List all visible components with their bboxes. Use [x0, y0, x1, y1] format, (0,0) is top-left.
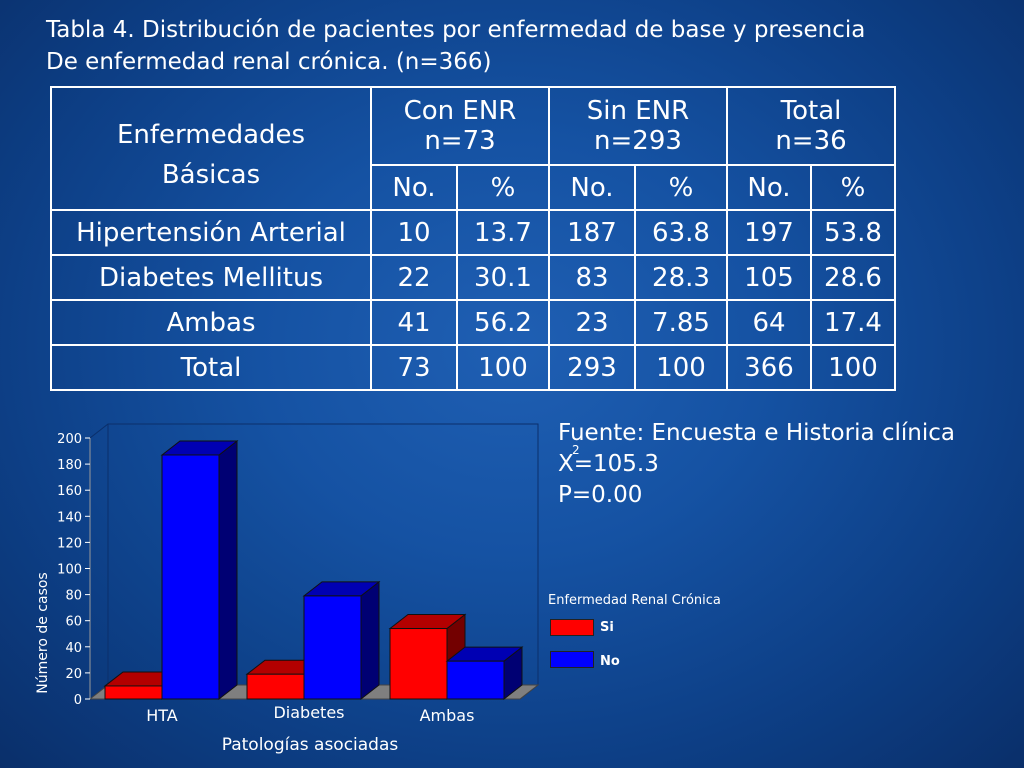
group-header-sin-enr: Sin ENR n=293 [548, 86, 728, 166]
table-row: Hipertensión Arterial 10 13.7 187 63.8 1… [50, 209, 896, 256]
bar-series [103, 439, 524, 701]
category-label: Diabetes [273, 703, 344, 722]
x-axis-label: Patologías asociadas [222, 735, 399, 755]
chi-square-superscript: 2 [572, 443, 580, 457]
corner-header: Enfermedades Básicas [50, 86, 372, 211]
category-label: Ambas [420, 706, 475, 725]
table-cell: 10 [370, 209, 458, 256]
table-cell: 105 [726, 254, 812, 301]
bar [445, 646, 524, 701]
bar-front [303, 595, 362, 700]
subheader-cell: % [456, 164, 550, 211]
y-axis: 0 20 40 60 80 100 120 140 160 180 200 [57, 432, 91, 708]
y-axis-label: Número de casos [35, 572, 51, 693]
table-cell: 293 [548, 344, 636, 391]
table-cell: 30.1 [456, 254, 550, 301]
subheader-cell: % [634, 164, 728, 211]
y-tick-label: 40 [65, 641, 82, 656]
table-cell: 187 [548, 209, 636, 256]
category-label: HTA [146, 706, 178, 725]
group-label: Sin ENR [586, 96, 690, 126]
y-tick-label: 100 [57, 563, 82, 578]
p-value-line: P=0.00 [558, 482, 643, 508]
bar-front [446, 660, 505, 700]
table-cell: 100 [810, 344, 896, 391]
bar-front [161, 454, 220, 700]
table-cell: 17.4 [810, 299, 896, 346]
corner-line-2: Básicas [161, 159, 261, 190]
y-tick-label: 160 [57, 484, 82, 499]
table-cell: 22 [370, 254, 458, 301]
y-tick-label: 60 [65, 615, 82, 630]
group-n: n=36 [775, 126, 847, 156]
subheader-cell: No. [370, 164, 458, 211]
table-cell: 28.6 [810, 254, 896, 301]
y-tick-label: 200 [57, 432, 82, 447]
row-label: Total [50, 344, 372, 391]
table-cell: 56.2 [456, 299, 550, 346]
table-cell: 83 [548, 254, 636, 301]
table-cell: 7.85 [634, 299, 728, 346]
table-row: Diabetes Mellitus 22 30.1 83 28.3 105 28… [50, 254, 896, 301]
table-cell: 100 [456, 344, 550, 391]
table-cell: 63.8 [634, 209, 728, 256]
legend-swatch-si [550, 619, 594, 636]
legend-swatch-no [550, 651, 594, 668]
group-n: n=293 [594, 126, 682, 156]
table-caption: Tabla 4. Distribución de pacientes por e… [46, 14, 1006, 78]
group-label: Total [780, 96, 842, 126]
y-tick-label: 80 [65, 589, 82, 604]
bar-front [246, 673, 305, 700]
table-cell: 13.7 [456, 209, 550, 256]
table-cell: 23 [548, 299, 636, 346]
group-label: Con ENR [403, 96, 517, 126]
subheader-cell: % [810, 164, 896, 211]
group-header-total: Total n=36 [726, 86, 896, 166]
bar [302, 580, 381, 701]
y-tick-label: 120 [57, 536, 82, 551]
bar-chart: 0 20 40 60 80 100 120 140 160 180 200 HTA Diabetes A… [35, 423, 540, 755]
table-cell: 28.3 [634, 254, 728, 301]
row-label: Diabetes Mellitus [50, 254, 372, 301]
corner-line-1: Enfermedades [116, 119, 306, 150]
source-line: Fuente: Encuesta e Historia clínica [558, 420, 955, 446]
y-tick-label: 20 [65, 667, 82, 682]
table-row: Total 73 100 293 100 366 100 [50, 344, 896, 391]
bar-side [360, 580, 380, 701]
table-cell: 100 [634, 344, 728, 391]
row-label: Hipertensión Arterial [50, 209, 372, 256]
source-note: Fuente: Encuesta e Historia clínica X=10… [558, 418, 955, 511]
x-axis: HTA Diabetes Ambas [146, 703, 474, 725]
table-cell: 73 [370, 344, 458, 391]
y-tick-label: 140 [57, 510, 82, 525]
caption-line-2: De enfermedad renal crónica. (n=366) [46, 49, 492, 75]
table-cell: 366 [726, 344, 812, 391]
bar [160, 439, 239, 701]
chi-square-line: X=105.3 [558, 451, 659, 477]
subheader-cell: No. [548, 164, 636, 211]
bar-side [218, 439, 238, 701]
group-n: n=73 [424, 126, 496, 156]
legend-label-no: No [600, 654, 620, 669]
table-cell: 41 [370, 299, 458, 346]
table-cell: 53.8 [810, 209, 896, 256]
legend-title: Enfermedad Renal Crónica [548, 593, 721, 608]
data-table: Enfermedades Básicas Con ENR n=73 Sin EN… [50, 86, 896, 391]
table-cell: 197 [726, 209, 812, 256]
bar-front [104, 685, 163, 700]
y-tick-label: 0 [74, 693, 82, 708]
caption-line-1: Tabla 4. Distribución de pacientes por e… [46, 17, 866, 43]
legend-label-si: Si [600, 620, 614, 635]
group-header-con-enr: Con ENR n=73 [370, 86, 550, 166]
y-tick-label: 180 [57, 458, 82, 473]
row-label: Ambas [50, 299, 372, 346]
bar-front [389, 628, 448, 700]
subheader-cell: No. [726, 164, 812, 211]
table-cell: 64 [726, 299, 812, 346]
table-row: Ambas 41 56.2 23 7.85 64 17.4 [50, 299, 896, 346]
